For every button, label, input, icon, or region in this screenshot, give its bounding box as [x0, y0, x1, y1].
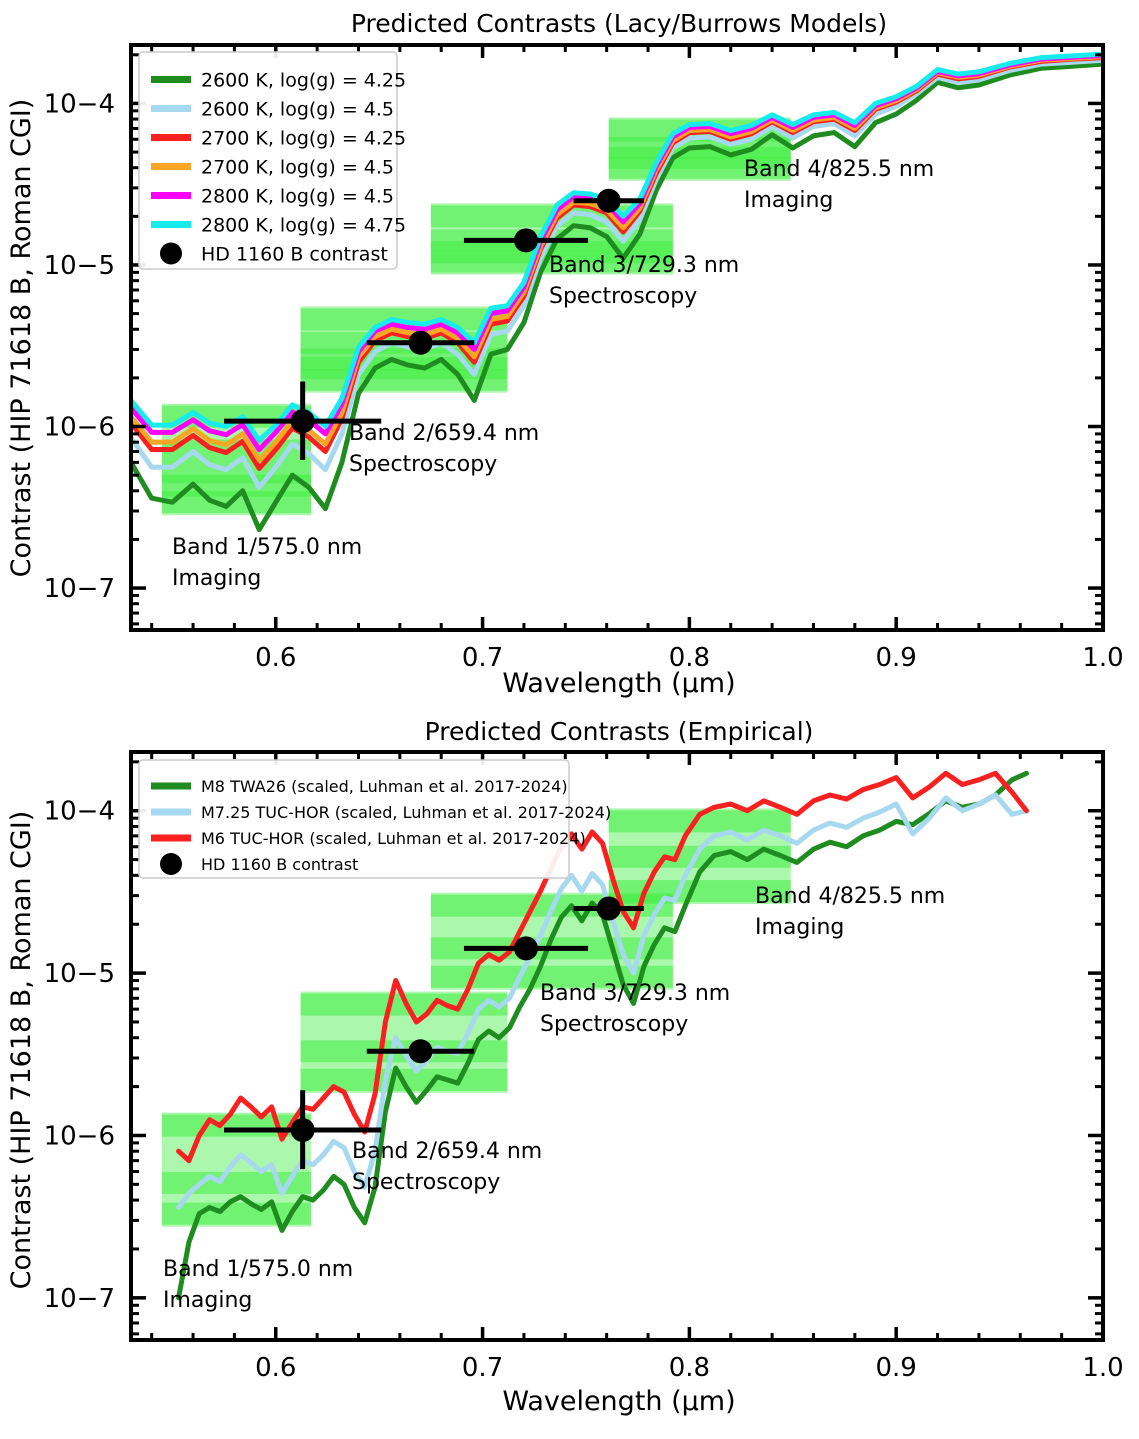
spectrum-line-1	[131, 57, 1103, 490]
legend-swatch-marker-3	[160, 853, 182, 875]
legend-item-1[interactable]: M7.25 TUC-HOR (scaled, Luhman et al. 201…	[151, 803, 611, 822]
data-point-hd1160b-2	[366, 330, 475, 355]
xtick-label-2: 0.8	[669, 1353, 710, 1383]
panel-bottom-svg: Predicted Contrasts (Empirical) Contrast…	[6, 717, 1124, 1417]
xtick-label-3: 0.9	[876, 643, 917, 673]
legend-item-2[interactable]: M6 TUC-HOR (scaled, Luhman et al. 2017-2…	[151, 829, 586, 848]
legend-label-0: M8 TWA26 (scaled, Luhman et al. 2017-202…	[201, 777, 568, 796]
annotation-band4-line1: Band 4/825.5 nm	[755, 884, 945, 909]
panel-empirical: Predicted Contrasts (Empirical) Contrast…	[0, 710, 1139, 1439]
spectrum-line-5	[131, 51, 1103, 443]
xtick-label-4: 1.0	[1082, 1353, 1123, 1383]
ytick-label-2: 10−6	[44, 1121, 115, 1151]
legend-label-2: M6 TUC-HOR (scaled, Luhman et al. 2017-2…	[201, 829, 586, 848]
annotation-band2: Band 2/659.4 nm Spectroscopy	[349, 421, 539, 477]
xtick-label-0: 0.6	[255, 643, 296, 673]
legend-label-2: 2700 K, log(g) = 4.25	[201, 127, 406, 149]
annotation-band3: Band 3/729.3 nm Spectroscopy	[549, 253, 739, 309]
annotation-band2-line2: Spectroscopy	[349, 452, 497, 477]
legend-item-0[interactable]: M8 TWA26 (scaled, Luhman et al. 2017-202…	[151, 777, 568, 796]
legend[interactable]: 2600 K, log(g) = 4.25 2600 K, log(g) = 4.…	[138, 51, 406, 270]
ytick-label-1: 10−5	[44, 959, 115, 989]
legend-item-4[interactable]: 2800 K, log(g) = 4.5	[151, 185, 394, 207]
xtick-label-1: 0.7	[462, 1353, 503, 1383]
data-point-hd1160b-1	[224, 1090, 382, 1170]
annotation-band2-line1: Band 2/659.4 nm	[352, 1139, 542, 1164]
data-point-hd1160b-4	[573, 896, 644, 921]
ytick-label-3: 10−7	[44, 574, 115, 604]
ytick-label-1: 10−5	[44, 251, 115, 281]
legend-item-6[interactable]: HD 1160 B contrast	[160, 242, 388, 266]
spectrum-line-2	[176, 770, 1029, 1164]
annotation-band1-line2: Imaging	[172, 566, 261, 591]
legend-item-1[interactable]: 2600 K, log(g) = 4.5	[151, 98, 394, 120]
annotation-band4: Band 4/825.5 nm Imaging	[744, 157, 934, 213]
spectrum-line-0	[131, 61, 1103, 533]
annotation-band1-line2: Imaging	[163, 1288, 252, 1313]
legend[interactable]: M8 TWA26 (scaled, Luhman et al. 2017-202…	[138, 759, 611, 879]
legend-item-0[interactable]: 2600 K, log(g) = 4.25	[151, 69, 406, 91]
annotation-band3-line2: Spectroscopy	[540, 1012, 688, 1037]
legend-item-5[interactable]: 2800 K, log(g) = 4.75	[151, 214, 406, 236]
panel-bottom-ylabel: Contrast (HIP 71618 B, Roman CGI)	[6, 811, 37, 1290]
panel-bottom-plotarea: 0.6 0.7 0.8 0.9 1.0 10−4 10−5 10−6 10−7 Band 1/57…	[44, 750, 1124, 1383]
panel-top-plotarea: 0.6 0.7 0.8 0.9 1.0 10−4 10−5 10−6 10−7 Band 1/57…	[44, 43, 1124, 673]
axes-frame	[129, 750, 1105, 1342]
xtick-label-3: 0.9	[876, 1353, 917, 1383]
spectrum-line-0	[176, 770, 1029, 1301]
legend-label-4: 2800 K, log(g) = 4.5	[201, 185, 394, 207]
panel-top-title: Predicted Contrasts (Lacy/Burrows Models…	[351, 9, 887, 38]
xtick-label-0: 0.6	[255, 1353, 296, 1383]
ytick-label-2: 10−6	[44, 413, 115, 443]
data-point-hd1160b-2	[366, 1039, 475, 1064]
annotation-band3-line1: Band 3/729.3 nm	[549, 253, 739, 278]
legend-label-1: M7.25 TUC-HOR (scaled, Luhman et al. 201…	[201, 803, 611, 822]
annotation-band2-line2: Spectroscopy	[352, 1170, 500, 1195]
spectrum-line-1	[176, 792, 1029, 1211]
annotation-band1: Band 1/575.0 nm Imaging	[172, 535, 362, 591]
data-point-hd1160b-1	[224, 381, 382, 461]
annotation-band4-line2: Imaging	[755, 915, 844, 940]
data-point-hd1160b-4	[573, 188, 644, 213]
legend-swatch-marker-6	[160, 242, 182, 265]
legend-label-3: 2700 K, log(g) = 4.5	[201, 156, 394, 178]
xtick-label-2: 0.8	[669, 643, 710, 673]
ytick-label-3: 10−7	[44, 1284, 115, 1314]
legend-label-3: HD 1160 B contrast	[201, 855, 358, 874]
panel-lacy-burrows: Predicted Contrasts (Lacy/Burrows Models…	[0, 0, 1139, 710]
legend-item-3[interactable]: 2700 K, log(g) = 4.5	[151, 156, 394, 178]
panel-bottom-xlabel: Wavelength (μm)	[502, 1386, 735, 1417]
panel-top-svg: Predicted Contrasts (Lacy/Burrows Models…	[6, 9, 1124, 699]
legend-label-6: HD 1160 B contrast	[201, 243, 388, 265]
annotation-band3-line1: Band 3/729.3 nm	[540, 981, 730, 1006]
annotation-band2-line1: Band 2/659.4 nm	[349, 421, 539, 446]
annotation-band4: Band 4/825.5 nm Imaging	[755, 884, 945, 940]
axes-frame	[129, 43, 1105, 632]
panel-top-ylabel: Contrast (HIP 71618 B, Roman CGI)	[6, 99, 37, 578]
data-point-hd1160b-3	[463, 228, 589, 253]
ytick-label-0: 10−4	[44, 89, 115, 119]
annotation-band1: Band 1/575.0 nm Imaging	[163, 1257, 353, 1313]
annotation-band3-line2: Spectroscopy	[549, 284, 697, 309]
legend-label-5: 2800 K, log(g) = 4.75	[201, 214, 406, 236]
legend-item-3[interactable]: HD 1160 B contrast	[160, 853, 358, 875]
xtick-label-4: 1.0	[1082, 643, 1123, 673]
legend-item-2[interactable]: 2700 K, log(g) = 4.25	[151, 127, 406, 149]
data-point-hd1160b-3	[463, 936, 589, 961]
panel-top-xlabel: Wavelength (μm)	[502, 668, 735, 699]
band-region-4	[608, 808, 791, 905]
xtick-label-1: 0.7	[462, 643, 503, 673]
annotation-band4-line2: Imaging	[744, 188, 833, 213]
annotation-band2: Band 2/659.4 nm Spectroscopy	[352, 1139, 542, 1195]
annotation-band1-line1: Band 1/575.0 nm	[172, 535, 362, 560]
panel-bottom-title: Predicted Contrasts (Empirical)	[425, 717, 814, 746]
annotation-band1-line1: Band 1/575.0 nm	[163, 1257, 353, 1282]
ytick-label-0: 10−4	[44, 797, 115, 827]
legend-label-0: 2600 K, log(g) = 4.25	[201, 69, 406, 91]
legend-label-1: 2600 K, log(g) = 4.5	[201, 98, 394, 120]
annotation-band3: Band 3/729.3 nm Spectroscopy	[540, 981, 730, 1037]
annotation-band4-line1: Band 4/825.5 nm	[744, 157, 934, 182]
